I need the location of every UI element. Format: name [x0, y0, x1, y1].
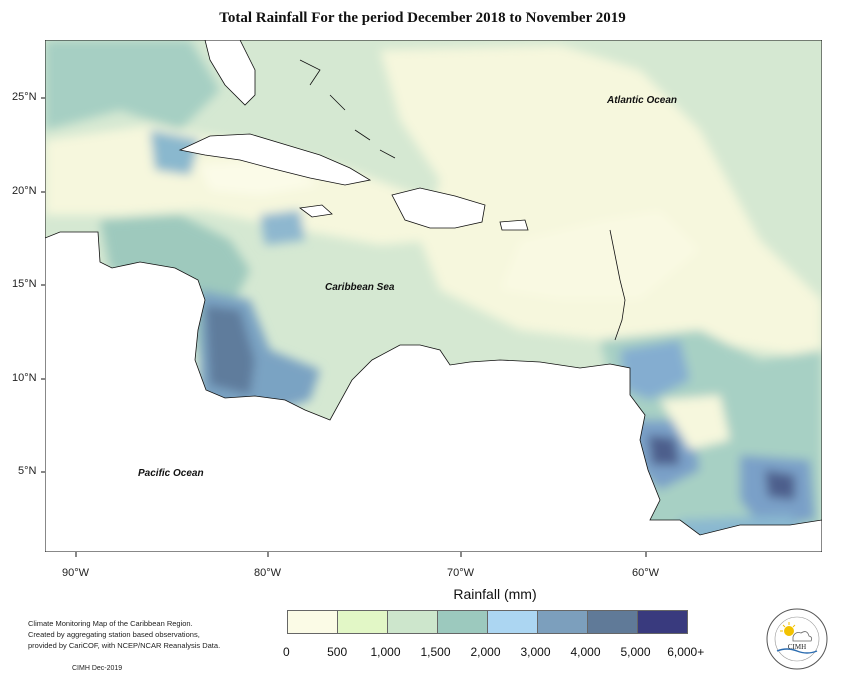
lat-label-20n: 20°N — [12, 185, 37, 197]
legend-tick-label: 1,000 — [370, 645, 401, 659]
legend-swatch — [638, 611, 687, 633]
legend-swatch — [288, 611, 338, 633]
legend-tick-label: 2,000 — [470, 645, 501, 659]
legend-tick-label: 1,500 — [420, 645, 451, 659]
lat-label-10n: 10°N — [12, 372, 37, 384]
legend-tick-label: 6,000+ — [667, 645, 705, 659]
lon-label-90w: 90°W — [62, 567, 90, 579]
label-atlantic-ocean: Atlantic Ocean — [606, 95, 677, 106]
legend-tick-label: 0 — [283, 645, 290, 659]
legend-swatch — [388, 611, 438, 633]
credit-line-2: Created by aggregating station based obs… — [28, 630, 200, 639]
lat-label-5n: 5°N — [18, 465, 37, 477]
legend-swatch — [438, 611, 488, 633]
legend-swatch — [588, 611, 638, 633]
credits-text: Climate Monitoring Map of the Caribbean … — [28, 618, 220, 651]
legend-title: Rainfall (mm) — [453, 586, 537, 602]
legend-swatch — [538, 611, 588, 633]
legend-tick-label: 500 — [327, 645, 348, 659]
lat-label-15n: 15°N — [12, 278, 37, 290]
logo-text: CIMH — [788, 643, 806, 651]
label-pacific-ocean: Pacific Ocean — [138, 468, 204, 479]
land-mass — [45, 40, 822, 552]
label-caribbean-sea: Caribbean Sea — [325, 282, 395, 293]
legend-swatch — [488, 611, 538, 633]
cimh-logo-icon: CIMH — [766, 608, 828, 670]
credit-line-3: provided by CariCOF, with NCEP/NCAR Rean… — [28, 641, 221, 650]
lon-label-60w: 60°W — [632, 567, 660, 579]
legend-colorbar — [287, 610, 688, 634]
bahamas-islands — [299, 59, 626, 341]
axis-ticks — [41, 97, 647, 557]
legend-tick-label: 4,000 — [570, 645, 601, 659]
credit-line-1: Climate Monitoring Map of the Caribbean … — [28, 619, 193, 628]
legend-tick-label: 5,000 — [620, 645, 651, 659]
map-title: Total Rainfall For the period December 2… — [219, 10, 626, 26]
credit-date: CIMH Dec-2019 — [72, 665, 123, 672]
legend-tick-label: 3,000 — [520, 645, 551, 659]
lon-label-70w: 70°W — [447, 567, 475, 579]
lon-label-80w: 80°W — [254, 567, 282, 579]
legend-swatch — [338, 611, 388, 633]
lat-label-25n: 25°N — [12, 91, 37, 103]
